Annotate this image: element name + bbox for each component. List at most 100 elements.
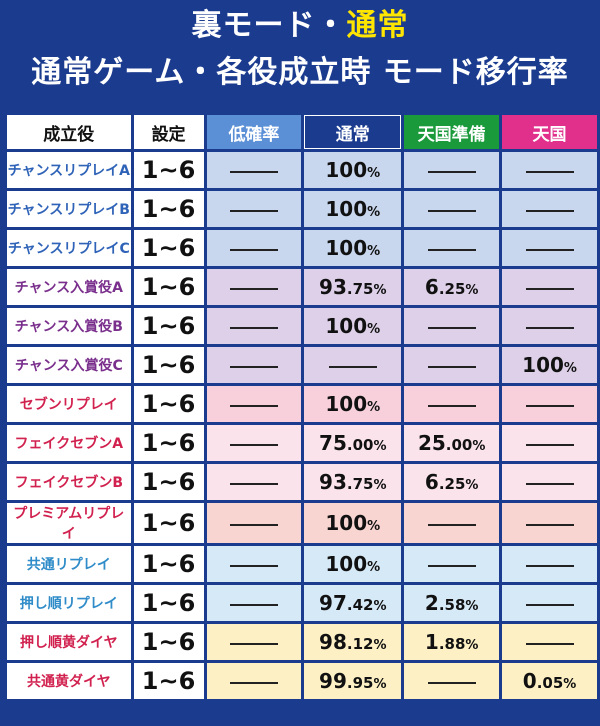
cell-heaven-prep [404,386,500,422]
row-setting: 1~6 [133,585,204,621]
row-role: チャンスリプレイA [7,152,131,188]
table-row: チャンスリプレイA 1~6 100% [7,152,597,188]
dash-mark [525,443,574,446]
row-role: フェイクセブンB [7,464,131,500]
header-normal: 通常 [304,115,402,149]
row-setting: 1~6 [133,546,204,582]
cell-normal: 100% [304,546,402,582]
dash-mark [229,642,278,645]
row-role: 押し順黄ダイヤ [7,624,131,660]
cell-low [206,663,302,699]
dash-mark [229,603,278,606]
row-setting: 1~6 [133,191,204,227]
row-setting: 1~6 [133,152,204,188]
dash-mark [229,326,278,329]
row-role: フェイクセブンA [7,425,131,461]
cell-heaven-prep: 6.25% [404,269,500,305]
title-line-2: 通常ゲーム・各役成立時 モード移行率 [31,55,569,90]
dash-mark [229,523,278,526]
row-role: チャンスリプレイC [7,230,131,266]
row-setting: 1~6 [133,308,204,344]
cell-heaven [502,191,597,227]
dash-mark [525,642,574,645]
dash-mark [525,287,574,290]
dash-mark [427,326,476,329]
row-role: プレミアムリプレイ [7,503,131,543]
cell-heaven [502,230,597,266]
dash-mark [229,482,278,485]
dash-mark [229,365,278,368]
table-row: 押し順黄ダイヤ 1~6 98.12% 1.88% [7,624,597,660]
cell-heaven [502,386,597,422]
dash-mark [328,365,377,368]
cell-low [206,269,302,305]
cell-low [206,585,302,621]
cell-heaven [502,464,597,500]
table-row: セブンリプレイ 1~6 100% [7,386,597,422]
cell-heaven [502,546,597,582]
cell-normal: 100% [304,152,402,188]
header-low: 低確率 [206,115,302,149]
cell-normal [304,347,402,383]
cell-low [206,425,302,461]
dash-mark [525,523,574,526]
table-row: チャンスリプレイC 1~6 100% [7,230,597,266]
table-row: チャンス入賞役C 1~6 100% [7,347,597,383]
cell-normal: 100% [304,191,402,227]
page-title: 裏モード・通常 通常ゲーム・各役成立時 モード移行率 [0,0,600,106]
cell-heaven [502,624,597,660]
dash-mark [427,170,476,173]
header-heaven: 天国 [502,115,597,149]
dash-mark [229,681,278,684]
cell-heaven-prep [404,308,500,344]
cell-low [206,503,302,543]
row-setting: 1~6 [133,347,204,383]
cell-heaven [502,152,597,188]
dash-mark [525,564,574,567]
cell-heaven-prep: 6.25% [404,464,500,500]
dash-mark [525,482,574,485]
dash-mark [229,170,278,173]
header-heaven-prep: 天国準備 [404,115,500,149]
cell-heaven [502,269,597,305]
row-role: 押し順リプレイ [7,585,131,621]
table-row: プレミアムリプレイ 1~6 100% [7,503,597,543]
cell-heaven-prep [404,152,500,188]
dash-mark [525,209,574,212]
title-highlight: 通常 [346,8,409,43]
table-row: フェイクセブンA 1~6 75.00% 25.00% [7,425,597,461]
table-row: フェイクセブンB 1~6 93.75% 6.25% [7,464,597,500]
cell-low [206,347,302,383]
row-setting: 1~6 [133,230,204,266]
row-setting: 1~6 [133,663,204,699]
title-line-1: 裏モード・通常 [0,8,600,44]
table-header-row: 成立役 設定 低確率 通常 天国準備 天国 [7,115,597,149]
row-setting: 1~6 [133,386,204,422]
table-row: チャンス入賞役A 1~6 93.75% 6.25% [7,269,597,305]
dash-mark [427,523,476,526]
cell-heaven-prep [404,546,500,582]
row-role: 共通黄ダイヤ [7,663,131,699]
cell-heaven: 0.05% [502,663,597,699]
cell-heaven [502,308,597,344]
dash-mark [229,443,278,446]
cell-heaven-prep: 2.58% [404,585,500,621]
header-setting: 設定 [133,115,204,149]
cell-low [206,152,302,188]
dash-mark [427,404,476,407]
row-setting: 1~6 [133,624,204,660]
title-prefix: 裏モード・ [191,8,347,43]
dash-mark [229,564,278,567]
cell-low [206,546,302,582]
cell-normal: 100% [304,386,402,422]
cell-normal: 100% [304,503,402,543]
row-role: チャンス入賞役B [7,308,131,344]
cell-normal: 75.00% [304,425,402,461]
row-role: セブンリプレイ [7,386,131,422]
dash-mark [525,326,574,329]
table-body: チャンスリプレイA 1~6 100% チャンスリプレイB 1~6 100% チャンスリプレイ… [7,152,597,699]
row-role: チャンス入賞役A [7,269,131,305]
mode-transition-table: 成立役 設定 低確率 通常 天国準備 天国 チャンスリプレイA 1~6 100% チャ… [4,112,600,702]
cell-normal: 98.12% [304,624,402,660]
cell-normal: 93.75% [304,464,402,500]
